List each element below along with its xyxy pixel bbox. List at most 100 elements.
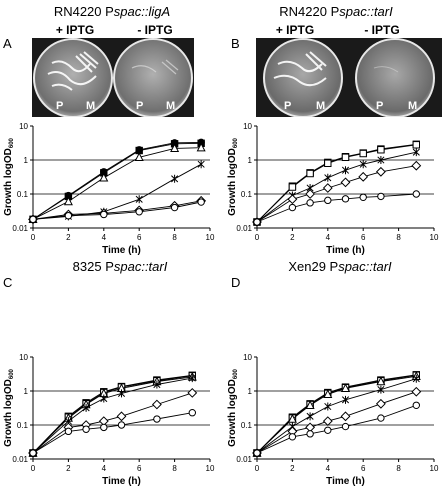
y-axis-label-main: Growth logOD [3,379,14,447]
data-point [82,403,90,412]
data-point [323,389,333,398]
series-line [32,375,193,454]
bacterial-streaks [273,51,327,87]
data-point [322,416,333,427]
x-tick-label: 2 [290,464,295,473]
data-point [197,160,205,169]
y-tick-label: 1 [24,387,29,396]
series-square [29,372,197,457]
data-point [197,198,205,206]
series-line [32,376,193,454]
data-point [196,142,206,152]
y-tick-label: 10 [243,122,252,131]
x-tick-label: 10 [206,464,215,473]
data-point [153,415,161,423]
data-point [412,374,420,383]
data-point [287,413,297,423]
y-axis-label: Growth logOD600 [3,368,15,446]
series-line [256,375,417,454]
x-tick-label: 0 [31,464,36,473]
series-star [29,374,196,458]
x-tick-label: 2 [66,233,71,242]
plate-dish [263,38,343,117]
panel-c-title-construct: spac::tarI [113,259,168,274]
data-point [117,389,126,398]
data-point [287,194,298,205]
data-point [359,160,367,169]
data-point [375,398,386,409]
x-tick-label: 8 [396,464,401,473]
series-filled-square [253,140,421,226]
data-point [305,189,316,199]
data-point [341,166,350,175]
panel-b-title: RN4220 Pspac::tarI [279,4,392,19]
series-filled-square [29,371,197,457]
panel-letter-c: C [3,275,13,290]
x-axis-label: Time (h) [326,476,365,487]
x-tick-label: 0 [31,233,36,242]
y-axis-label-main: Growth logOD [227,148,238,216]
data-point [306,412,314,421]
data-point [412,401,421,409]
series-line [32,392,193,454]
data-point [377,146,385,154]
y-tick-label: 0.01 [236,455,252,464]
panel-d-title: Xen29 Pspac::tarI [288,259,391,274]
series-line [32,141,202,220]
growth-chart-a: 0.01 0.1 1 10 0 2 4 6 8 10 Time (h) Growth logOD600 [3,122,215,256]
data-point [341,422,350,431]
series-line [256,391,417,454]
series-line [32,200,202,220]
panel-b-title-construct: spac::tarI [339,4,393,19]
data-point [324,426,332,434]
data-point [253,449,261,457]
data-point [135,208,143,216]
data-point [117,421,126,429]
data-point [253,218,261,226]
panel-letter-d: D [231,275,241,290]
panel-d-title-prefix: Xen29 P [288,259,339,274]
data-point [288,433,297,441]
x-tick-label: 0 [255,464,260,473]
data-point [100,423,108,432]
data-point [135,195,143,204]
data-point [288,183,297,191]
data-point [153,380,161,389]
data-point [29,215,37,224]
data-point [412,190,421,198]
panel-a-plate-graphic: P M P M [33,38,193,117]
growth-chart-d: 0.01 0.1 1 10 0 2 4 6 8 10 Time (h) Growth logOD600 [227,353,439,487]
plate-label: P [136,100,143,112]
data-point [359,149,367,158]
series-circle [29,409,197,457]
y-tick-label: 1 [24,156,29,165]
data-point [322,183,333,193]
data-point [151,399,162,410]
x-tick-label: 4 [326,464,331,473]
y-tick-label: 1 [248,156,253,165]
data-point [63,196,73,206]
series-diamond [252,386,422,458]
y-tick-label: 1 [248,387,253,396]
data-point [411,386,422,397]
y-tick-label: 0.1 [17,421,29,430]
growth-chart-c: 0.01 0.1 1 10 0 2 4 6 8 10 Time (h) Growth logOD600 [3,353,215,487]
y-axis-label-subscript: 600 [9,368,15,379]
y-tick-label: 0.01 [12,224,28,233]
series-line [32,142,202,220]
data-point [100,210,108,219]
data-point [340,411,351,422]
panel-b-plate-graphic: P M P M [263,38,435,117]
panel-a-plate-photo: P M P M [32,38,194,117]
series-triangle [28,142,206,224]
data-point [324,173,332,182]
bacterial-streaks [131,59,179,75]
y-axis-label-subscript: 600 [233,368,239,379]
data-point [324,159,332,167]
y-axis-label-main: Growth logOD [227,379,238,447]
data-point [29,449,37,457]
series-filled-square [29,139,205,224]
plate-label: P [376,100,383,112]
x-tick-label: 6 [361,464,366,473]
panel-a-title-prefix: RN4220 P [53,4,114,19]
